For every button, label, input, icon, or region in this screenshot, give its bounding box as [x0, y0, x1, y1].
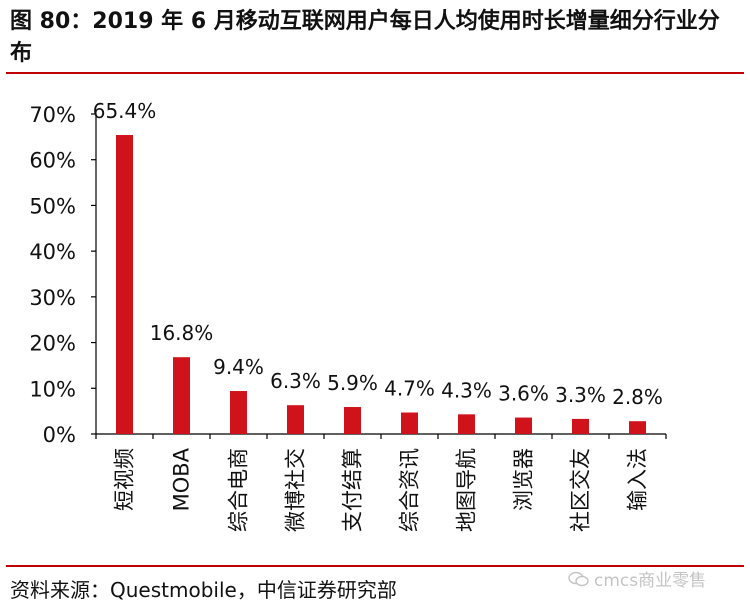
y-tick-label: 70%: [29, 103, 76, 127]
x-tick-label: 综合电商: [227, 448, 251, 532]
bar: [287, 405, 304, 434]
x-tick-label: 输入法: [626, 448, 650, 511]
data-label: 4.3%: [441, 378, 492, 402]
watermark: cmcs商业零售: [568, 566, 706, 591]
y-tick-label: 40%: [29, 240, 76, 264]
bar-chart: 0% 10% 20% 30% 40% 50% 60% 70% 65.4% 短视频 16.8% MOB…: [29, 99, 667, 532]
x-tick-label: 短视频: [113, 448, 137, 511]
bar: [173, 357, 190, 434]
bar: [515, 417, 532, 434]
chart-labels: 65.4% 短视频 16.8% MOBA 9.4% 综合电商 6.3% 微博社交 5.9% 支付结…: [93, 99, 663, 532]
data-label: 65.4%: [93, 99, 157, 123]
y-tick-label: 0%: [43, 423, 76, 447]
bar: [458, 414, 475, 434]
y-tick-label: 20%: [29, 332, 76, 356]
title-divider: [6, 72, 744, 74]
x-tick-label: 社区交友: [569, 448, 593, 532]
x-tick-label: 地图导航: [455, 448, 479, 532]
bar: [629, 421, 646, 434]
data-label: 6.3%: [270, 369, 321, 393]
bar: [401, 412, 418, 434]
y-tick-label: 10%: [29, 377, 76, 401]
bar: [572, 418, 589, 434]
watermark-text: cmcs商业零售: [594, 571, 707, 591]
y-tick-label: 50%: [29, 194, 76, 218]
chart-axes: 0% 10% 20% 30% 40% 50% 60% 70%: [29, 103, 667, 447]
data-label: 3.3%: [555, 383, 606, 407]
source-note: 资料来源：Questmobile，中信证券研究部: [10, 578, 397, 602]
data-label: 9.4%: [213, 355, 264, 379]
chart-title: 图 80：2019 年 6 月移动互联网用户每日人均使用时长增量细分行业分布: [10, 9, 720, 66]
chart-bars: [116, 135, 646, 434]
x-tick-label: MOBA: [170, 447, 194, 511]
data-label: 4.7%: [384, 377, 435, 401]
data-label: 3.6%: [498, 382, 549, 406]
data-label: 16.8%: [150, 321, 214, 345]
data-label: 5.9%: [327, 371, 378, 395]
bar: [344, 407, 361, 434]
bar: [230, 391, 247, 434]
source-divider: [6, 565, 744, 567]
x-tick-label: 支付结算: [341, 448, 365, 532]
bar: [116, 135, 133, 434]
data-label: 2.8%: [612, 385, 663, 409]
wechat-icon: [568, 571, 589, 586]
y-tick-label: 60%: [29, 149, 76, 173]
x-tick-label: 微博社交: [284, 448, 308, 532]
x-tick-label: 综合资讯: [398, 448, 422, 532]
y-tick-label: 30%: [29, 286, 76, 310]
x-tick-label: 浏览器: [512, 448, 536, 511]
